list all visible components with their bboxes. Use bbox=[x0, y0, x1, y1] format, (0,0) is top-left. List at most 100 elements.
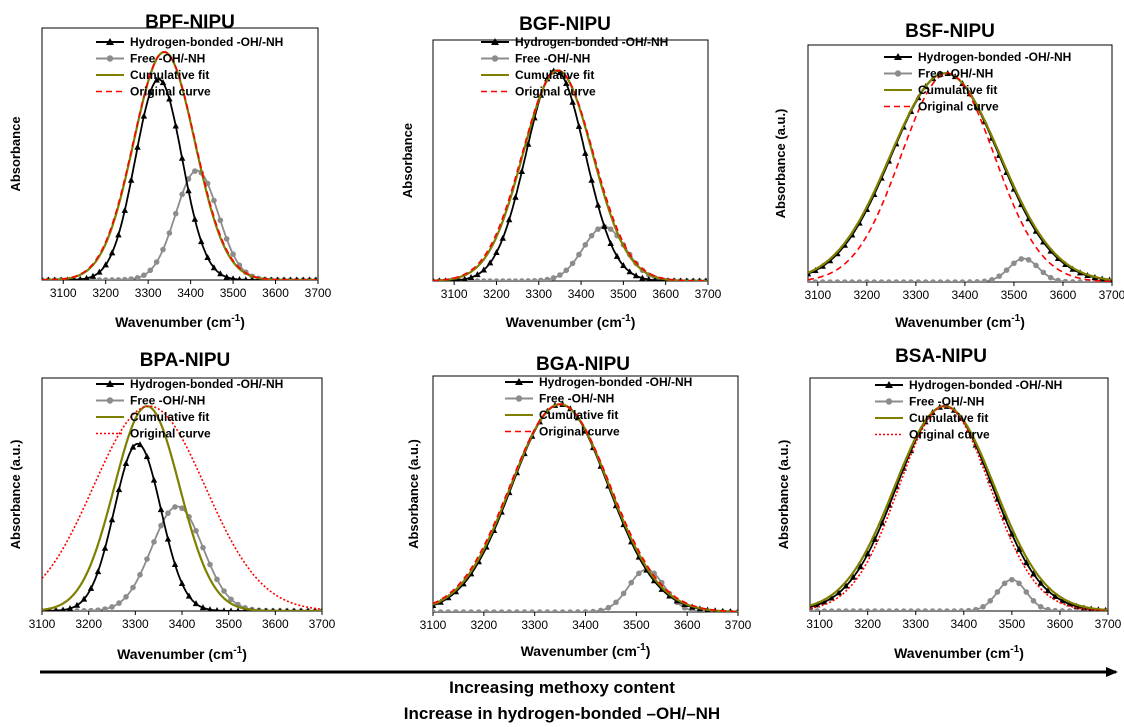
free-point bbox=[475, 609, 482, 612]
free-point bbox=[937, 279, 944, 282]
x-tick-label: 3700 bbox=[725, 618, 752, 632]
free-point bbox=[878, 279, 885, 282]
hbonded-point bbox=[199, 604, 207, 611]
free-point bbox=[211, 197, 217, 204]
x-tick-label: 3200 bbox=[92, 286, 119, 300]
chart-title: BPF-NIPU bbox=[145, 12, 235, 33]
series-free bbox=[42, 505, 322, 611]
free-point bbox=[1066, 608, 1073, 611]
hbonded-point bbox=[121, 206, 128, 213]
x-axis-label: Wavenumber (cm-1) bbox=[115, 313, 245, 330]
free-point bbox=[519, 278, 525, 281]
free-point bbox=[1040, 269, 1047, 276]
legend-entry-original: Original curve bbox=[505, 425, 620, 439]
free-point bbox=[552, 609, 558, 612]
hbonded-point bbox=[101, 544, 109, 551]
free-point bbox=[607, 226, 614, 232]
legend-entry-cumulative: Cumulative fit bbox=[875, 411, 988, 425]
x-tick-label: 3700 bbox=[1099, 288, 1124, 302]
x-tick-label: 3400 bbox=[177, 286, 204, 300]
free-point bbox=[144, 556, 150, 562]
hbonded-point bbox=[575, 122, 583, 129]
hbonded-point bbox=[499, 234, 507, 241]
legend-entry-hbonded: Hydrogen-bonded -OH/-NH bbox=[884, 50, 1071, 64]
free-point bbox=[1045, 606, 1051, 611]
chart-title: BSF-NIPU bbox=[905, 21, 995, 42]
free-point bbox=[506, 278, 512, 281]
hbonded-point bbox=[871, 535, 879, 542]
x-tick-label: 3500 bbox=[999, 617, 1026, 631]
hbonded-point bbox=[878, 519, 886, 526]
x-tick-label: 3500 bbox=[610, 287, 637, 301]
hbonded-point bbox=[626, 268, 633, 275]
free-point bbox=[849, 279, 855, 282]
legend-label: Hydrogen-bonded -OH/-NH bbox=[539, 375, 692, 389]
hbonded-point bbox=[821, 598, 828, 605]
free-point bbox=[981, 278, 988, 282]
hbonded-point bbox=[129, 443, 137, 450]
free-point bbox=[819, 279, 826, 282]
free-point bbox=[544, 276, 551, 281]
free-point bbox=[980, 603, 986, 610]
hbonded-point bbox=[87, 584, 95, 591]
hbonded-point bbox=[140, 112, 148, 119]
y-axis-label: Absorbance (a.u.) bbox=[406, 439, 421, 549]
hbonded-point bbox=[159, 79, 167, 86]
hbonded-point bbox=[639, 274, 646, 281]
free-point bbox=[613, 599, 619, 606]
free-point bbox=[1069, 279, 1076, 282]
x-tick-label: 3300 bbox=[135, 286, 162, 300]
free-point bbox=[1047, 274, 1054, 281]
hbonded-point bbox=[1059, 597, 1066, 604]
hbonded-point bbox=[658, 585, 665, 592]
free-point bbox=[474, 278, 481, 281]
free-point bbox=[974, 279, 980, 282]
free-point bbox=[192, 168, 198, 174]
x-tick-label: 3700 bbox=[305, 286, 332, 300]
y-axis-label: Absorbance bbox=[400, 123, 415, 198]
x-tick-label: 3400 bbox=[572, 618, 599, 632]
hbonded-point bbox=[524, 140, 532, 147]
free-point bbox=[850, 608, 857, 611]
free-point bbox=[987, 598, 994, 604]
hbonded-point bbox=[582, 149, 589, 156]
x-tick-label: 3100 bbox=[441, 287, 468, 301]
free-point bbox=[936, 608, 943, 611]
x-tick-label: 3600 bbox=[652, 287, 679, 301]
x-tick-label: 3600 bbox=[1047, 617, 1074, 631]
free-point bbox=[834, 279, 841, 282]
legend-label: Hydrogen-bonded -OH/-NH bbox=[130, 377, 283, 391]
legend-label: Cumulative fit bbox=[539, 408, 618, 422]
free-point bbox=[102, 606, 108, 611]
legend-label: Cumulative fit bbox=[130, 410, 209, 424]
x-tick-label: 3200 bbox=[853, 288, 880, 302]
legend-entry-hbonded: Hydrogen-bonded -OH/-NH bbox=[875, 378, 1062, 392]
free-point bbox=[1077, 279, 1083, 282]
legend-label: Hydrogen-bonded -OH/-NH bbox=[130, 35, 283, 49]
free-point bbox=[582, 242, 589, 248]
legend-entry-free: Free -OH/-NH bbox=[96, 394, 205, 408]
legend-label: Free -OH/-NH bbox=[909, 395, 984, 409]
free-point bbox=[81, 608, 87, 611]
free-point bbox=[628, 579, 635, 586]
free-point bbox=[1073, 608, 1080, 611]
panel-bpf-nipu: BPF-NIPU Absorbance 3100 3200 3300 3400 3500 36… bbox=[8, 12, 332, 330]
legend-label: Hydrogen-bonded -OH/-NH bbox=[918, 50, 1071, 64]
hbonded-point bbox=[89, 272, 97, 279]
free-point bbox=[531, 277, 538, 281]
legend-entry-free: Free -OH/-NH bbox=[96, 52, 205, 66]
free-point bbox=[559, 609, 566, 612]
legend-entry-original: Original curve bbox=[875, 428, 990, 442]
free-point bbox=[230, 251, 236, 257]
hbonded-point bbox=[808, 270, 812, 277]
panel-bga-nipu: BGA-NIPU Absorbance (a.u.) 3100 3200 3300 340… bbox=[406, 354, 752, 659]
hbonded-point bbox=[237, 275, 242, 280]
y-axis-label: Absorbance (a.u.) bbox=[8, 440, 23, 550]
legend-label: Cumulative fit bbox=[918, 83, 997, 97]
free-point bbox=[967, 279, 973, 282]
free-point bbox=[166, 230, 173, 236]
caption-methoxy: Increasing methoxy content bbox=[449, 678, 675, 697]
free-point bbox=[563, 267, 570, 274]
hbonded-point bbox=[134, 143, 141, 150]
legend-label: Hydrogen-bonded -OH/-NH bbox=[515, 35, 668, 49]
